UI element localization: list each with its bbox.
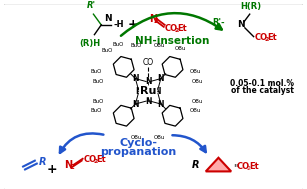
Text: R: R bbox=[39, 157, 46, 167]
Text: 2: 2 bbox=[174, 28, 179, 33]
Text: N: N bbox=[237, 20, 245, 29]
Text: Et: Et bbox=[177, 24, 187, 33]
Text: CO: CO bbox=[142, 57, 154, 67]
Text: Ru: Ru bbox=[140, 86, 156, 96]
Text: N: N bbox=[155, 87, 161, 96]
Text: +: + bbox=[127, 18, 138, 31]
Text: 2: 2 bbox=[93, 159, 98, 164]
Text: Cyclo-: Cyclo- bbox=[119, 138, 157, 148]
Text: BuO: BuO bbox=[91, 108, 102, 113]
Text: NH-insertion: NH-insertion bbox=[135, 36, 210, 46]
Text: N: N bbox=[157, 74, 164, 83]
Text: N: N bbox=[64, 160, 72, 170]
Text: ": " bbox=[233, 163, 238, 174]
Text: N: N bbox=[145, 77, 151, 86]
Text: N: N bbox=[104, 14, 112, 23]
Text: propanation: propanation bbox=[100, 147, 177, 157]
Text: BuO: BuO bbox=[91, 69, 102, 74]
Text: 2: 2 bbox=[154, 18, 159, 24]
Text: 2: 2 bbox=[247, 166, 251, 171]
Text: 0.05-0.1 mol.%: 0.05-0.1 mol.% bbox=[231, 79, 294, 88]
Text: OBu: OBu bbox=[192, 79, 204, 84]
Text: BuO: BuO bbox=[102, 48, 113, 53]
Text: CO: CO bbox=[84, 155, 97, 164]
Text: -H: -H bbox=[114, 20, 124, 29]
Text: BuO: BuO bbox=[112, 42, 124, 47]
Text: OBu: OBu bbox=[192, 99, 204, 104]
Text: Et: Et bbox=[250, 162, 259, 171]
FancyBboxPatch shape bbox=[2, 3, 305, 189]
Text: BuO: BuO bbox=[131, 43, 142, 48]
Text: N: N bbox=[145, 97, 151, 106]
Text: of the catalyst: of the catalyst bbox=[231, 86, 294, 95]
Text: N: N bbox=[135, 87, 142, 96]
Text: N: N bbox=[132, 74, 139, 83]
Text: CO: CO bbox=[165, 24, 178, 33]
Text: BuO: BuO bbox=[93, 99, 104, 104]
FancyArrowPatch shape bbox=[60, 133, 103, 153]
Text: CO: CO bbox=[237, 162, 250, 171]
Text: OBu: OBu bbox=[131, 135, 142, 140]
Text: +: + bbox=[47, 163, 58, 176]
Text: BuO: BuO bbox=[93, 79, 104, 84]
Text: N: N bbox=[149, 14, 157, 24]
Text: 2: 2 bbox=[70, 163, 75, 170]
Text: 2: 2 bbox=[264, 37, 269, 42]
Text: H(R): H(R) bbox=[240, 2, 261, 11]
Text: R: R bbox=[192, 160, 199, 170]
FancyArrowPatch shape bbox=[121, 13, 222, 36]
Text: OBu: OBu bbox=[190, 69, 201, 74]
Text: OBu: OBu bbox=[190, 108, 201, 113]
Text: N: N bbox=[132, 100, 139, 108]
Text: CO: CO bbox=[255, 33, 268, 42]
Text: OBu: OBu bbox=[174, 46, 186, 51]
Text: OBu: OBu bbox=[154, 135, 165, 140]
Text: OBu: OBu bbox=[154, 43, 165, 48]
Text: Et: Et bbox=[267, 33, 277, 42]
FancyArrowPatch shape bbox=[173, 135, 206, 152]
Polygon shape bbox=[206, 158, 231, 171]
Text: (R)H: (R)H bbox=[79, 39, 100, 48]
Text: R': R' bbox=[87, 1, 96, 10]
Text: Et: Et bbox=[96, 155, 106, 164]
Text: N: N bbox=[157, 100, 164, 108]
Text: R'-: R'- bbox=[213, 19, 225, 27]
